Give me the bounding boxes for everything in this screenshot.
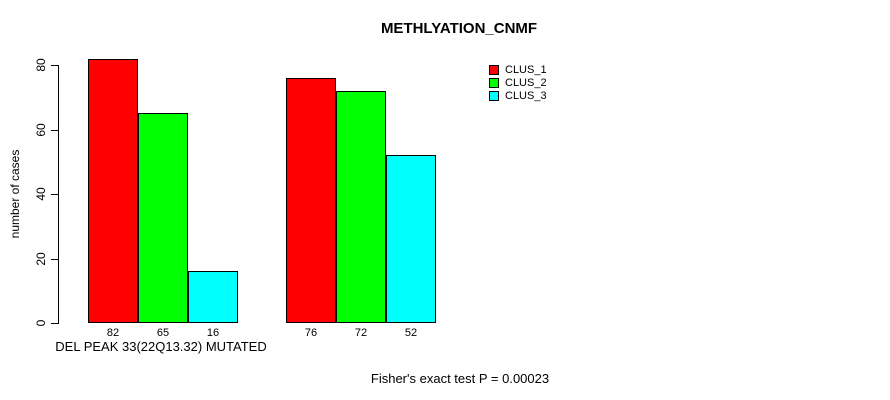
- y-tick: [51, 194, 58, 195]
- y-tick-label: 20: [34, 251, 48, 266]
- bar-value-label: 72: [354, 327, 368, 339]
- bar-value-label: 52: [404, 327, 418, 339]
- bar-value-label: 76: [304, 327, 318, 339]
- legend-item-clus_3: CLUS_3: [489, 89, 547, 102]
- bar-value-label: 82: [106, 327, 120, 339]
- y-tick: [51, 129, 58, 131]
- y-tick-label: 80: [34, 58, 48, 72]
- bar-clus_1-group2: [286, 78, 336, 323]
- y-axis-line: [58, 65, 59, 324]
- y-tick: [51, 323, 58, 324]
- bar-value-label: 65: [156, 327, 170, 339]
- legend-label: CLUS_1: [505, 63, 547, 76]
- x-axis-group-label: DEL PEAK 33(22Q13.32) MUTATED: [55, 339, 267, 354]
- y-tick-label: 0: [34, 319, 48, 327]
- legend: CLUS_1 CLUS_2 CLUS_3: [489, 63, 547, 102]
- bar-clus_3-group1: [188, 271, 238, 323]
- bar-value-label: 16: [206, 327, 220, 339]
- legend-label: CLUS_3: [505, 89, 547, 102]
- y-tick-label: 60: [34, 122, 48, 137]
- y-axis-title: number of cases: [8, 149, 22, 239]
- legend-item-clus_2: CLUS_2: [489, 76, 547, 89]
- y-tick: [51, 258, 58, 260]
- bar-clus_2-group2: [336, 91, 386, 323]
- bar-clus_2-group1: [138, 113, 188, 323]
- legend-item-clus_1: CLUS_1: [489, 63, 547, 76]
- legend-swatch-clus_2: [489, 77, 499, 88]
- fisher-test-annotation: Fisher's exact test P = 0.00023: [370, 371, 550, 386]
- legend-swatch-clus_3: [489, 90, 499, 101]
- legend-swatch-clus_1: [489, 64, 499, 75]
- bar-clus_3-group2: [386, 155, 436, 323]
- chart-title: METHLYATION_CNMF: [380, 20, 538, 37]
- y-tick: [51, 65, 58, 66]
- legend-label: CLUS_2: [505, 76, 547, 89]
- y-tick-label: 40: [34, 187, 48, 201]
- bar-clus_1-group1: [88, 59, 138, 323]
